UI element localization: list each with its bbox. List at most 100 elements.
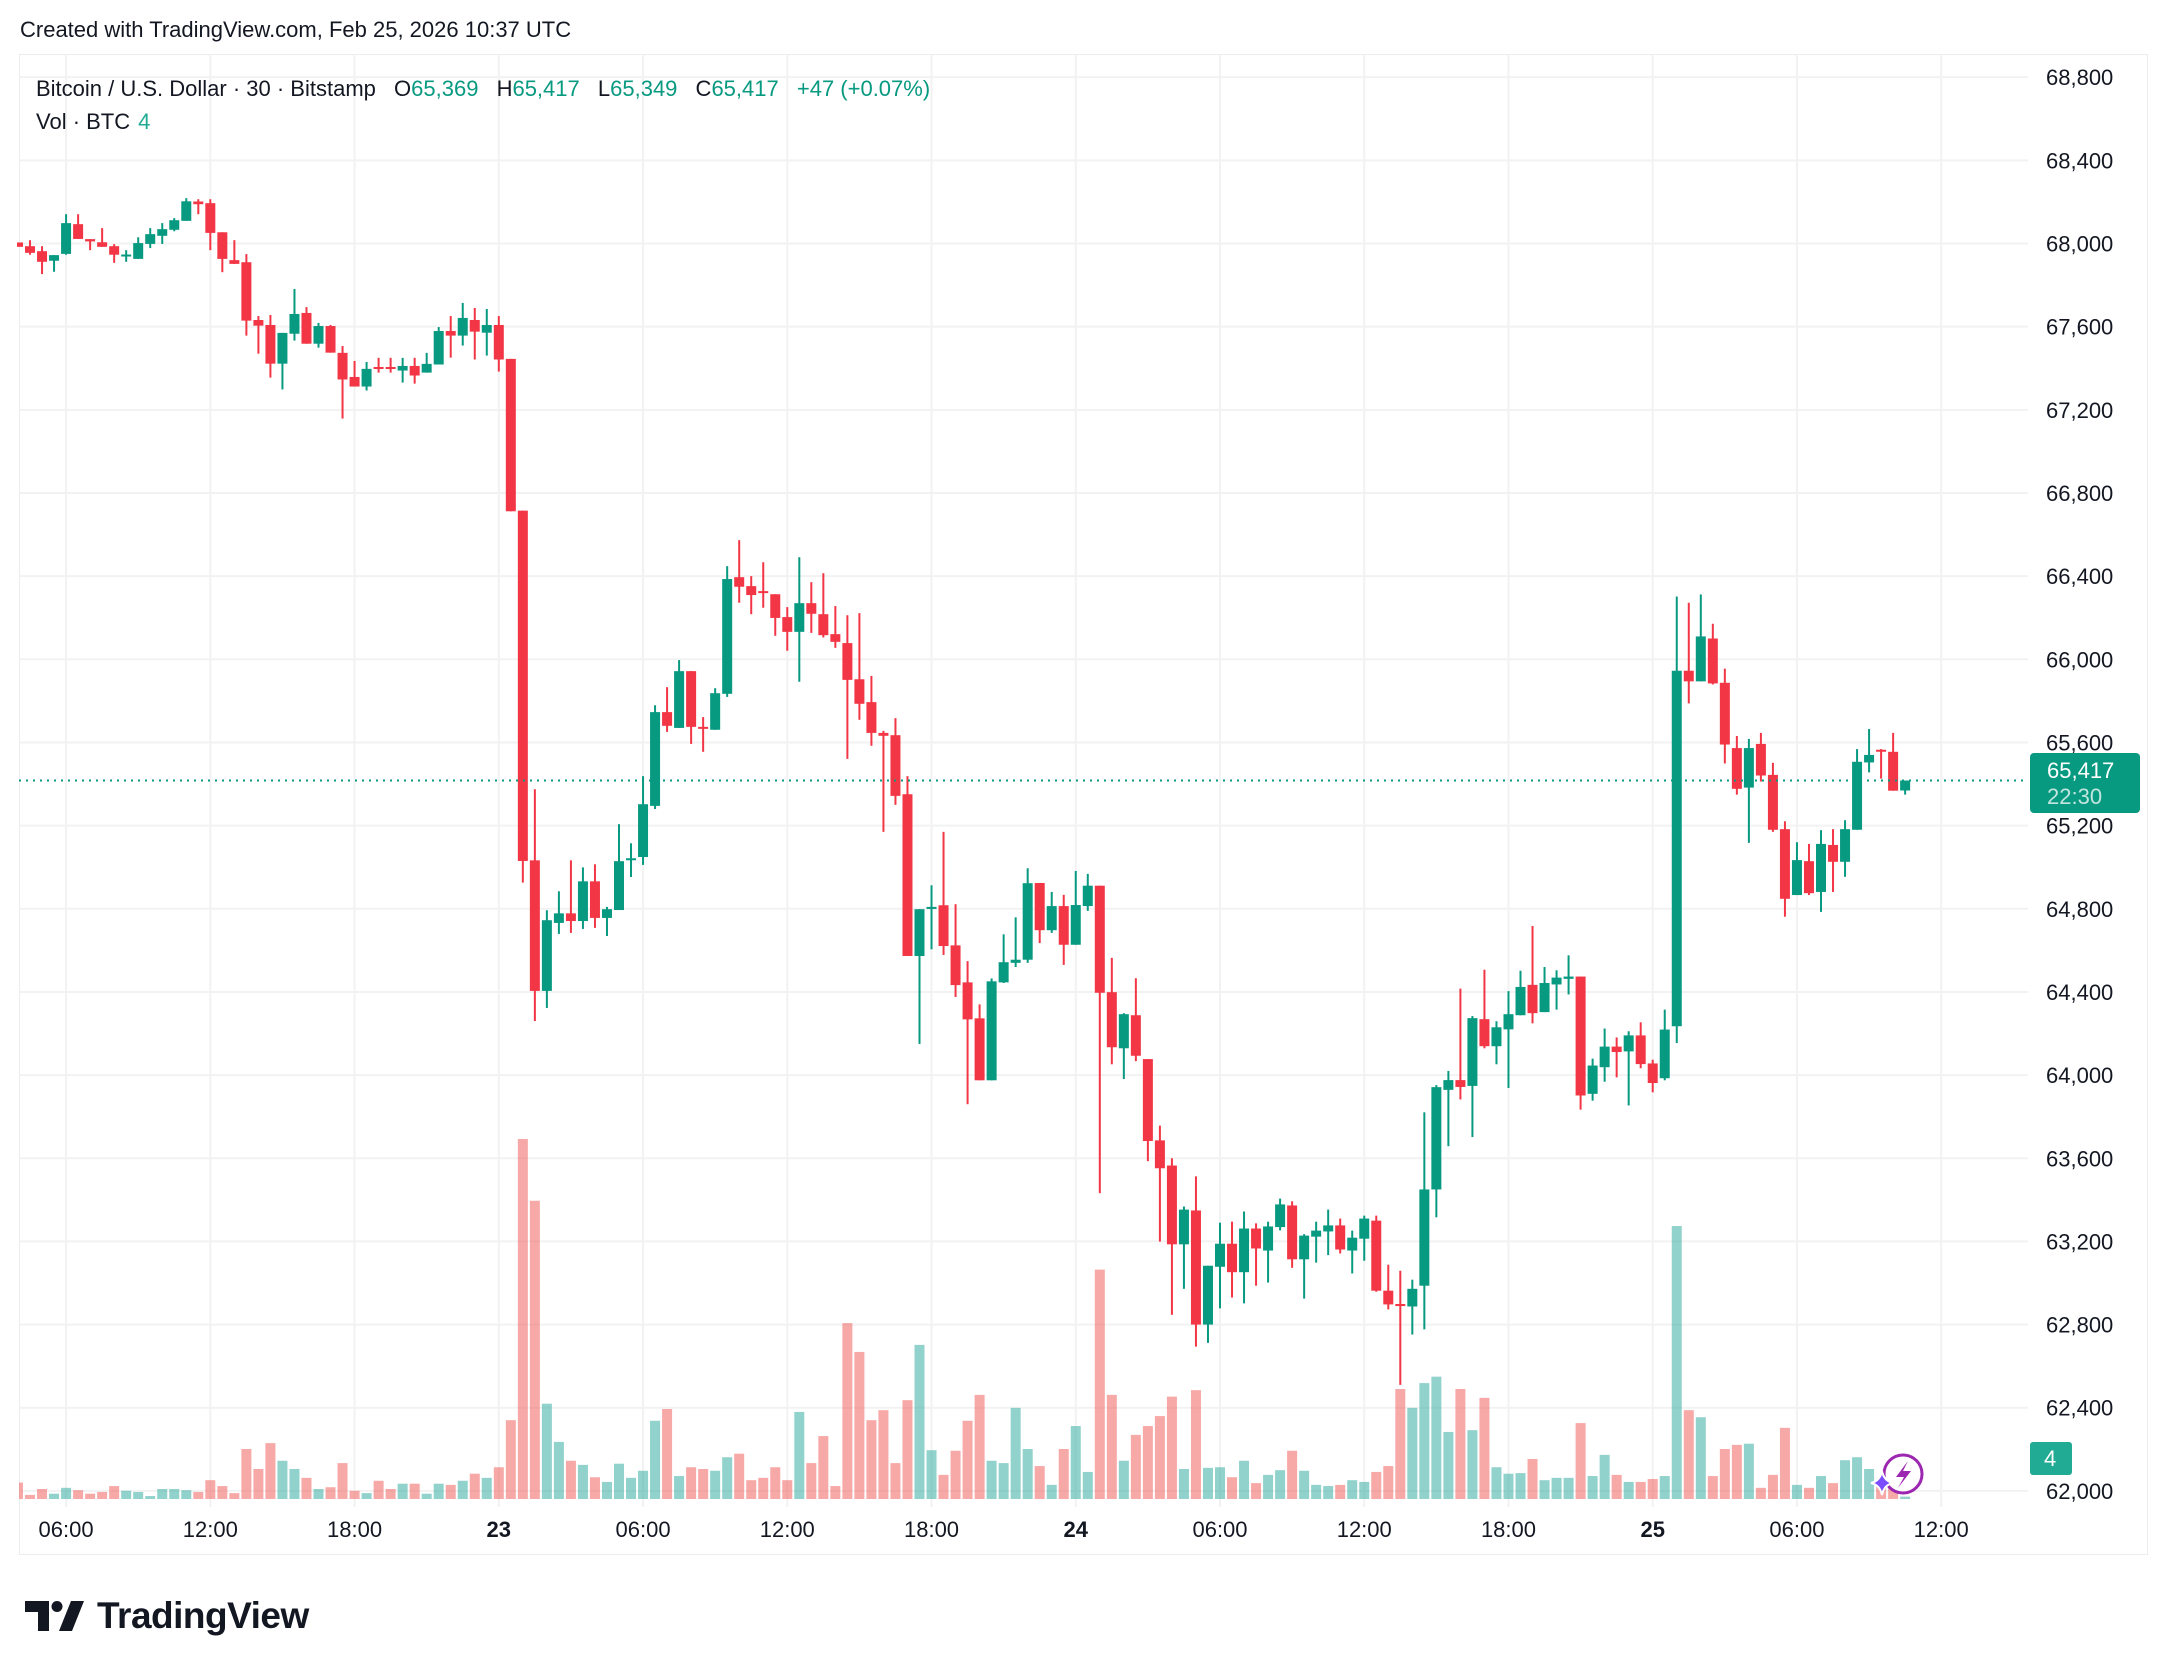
- candle: [1575, 976, 1586, 1110]
- candle-body: [1599, 1046, 1610, 1068]
- volume-bar: [49, 1493, 60, 1499]
- candle: [974, 1004, 985, 1081]
- open-label: O: [394, 76, 412, 101]
- candle-wick: [605, 906, 608, 937]
- candle: [1647, 1059, 1658, 1093]
- candle: [1419, 1112, 1430, 1330]
- volume-bar: [1888, 1488, 1899, 1499]
- volume-bar: [217, 1486, 228, 1499]
- candle: [758, 562, 769, 608]
- volume-bar: [1779, 1427, 1790, 1499]
- close-value: 65,417: [711, 76, 779, 101]
- candle-body: [998, 962, 1009, 983]
- low-value: 65,349: [610, 76, 678, 101]
- candle-wick: [89, 239, 92, 251]
- candle: [301, 307, 312, 344]
- volume-bar: [1900, 1496, 1911, 1499]
- candle-body: [1275, 1204, 1286, 1228]
- ai-lightning-icon[interactable]: [1870, 1453, 1924, 1496]
- candle-body: [1719, 682, 1730, 745]
- candle-body: [1647, 1063, 1658, 1084]
- volume-bar: [193, 1491, 204, 1499]
- price-tick-label: 63,600: [2046, 1146, 2113, 1171]
- candle-body: [1070, 905, 1081, 945]
- volume-bar: [1371, 1471, 1382, 1499]
- volume-bar: [710, 1470, 721, 1499]
- candle: [397, 357, 408, 383]
- volume-bar: [1142, 1426, 1153, 1499]
- volume-bar: [1287, 1450, 1298, 1499]
- candle-wick: [1687, 602, 1690, 704]
- candle-wick: [1615, 1037, 1618, 1078]
- volume-bar: [974, 1394, 985, 1499]
- time-axis[interactable]: 06:00 12:00 18:00 23 06:00 12:00 18:00 24 06:00 1…: [39, 1517, 1969, 1542]
- volume-bar: [878, 1410, 889, 1499]
- candle: [361, 362, 372, 391]
- candle-body: [926, 906, 937, 909]
- candle-wick: [1627, 1031, 1630, 1106]
- volume-bar: [145, 1496, 156, 1499]
- candle: [890, 718, 901, 805]
- candle-body: [145, 234, 156, 244]
- candle-body: [1323, 1225, 1334, 1232]
- candle: [1275, 1198, 1286, 1231]
- candle: [1840, 820, 1851, 877]
- price-tick-label: 66,000: [2046, 647, 2113, 672]
- last-price-badge: 65,417 22:30: [2030, 753, 2140, 813]
- candle-body: [1130, 1015, 1141, 1056]
- candle-body: [758, 591, 769, 594]
- candle: [1743, 738, 1754, 843]
- candle-body: [325, 326, 336, 353]
- candle: [878, 730, 889, 832]
- symbol-title[interactable]: Bitcoin / U.S. Dollar · 30 · Bitstamp: [36, 76, 376, 101]
- volume-bar: [758, 1477, 769, 1499]
- candle: [1443, 1070, 1454, 1147]
- candle: [1876, 749, 1887, 779]
- volume-bar: [1190, 1390, 1201, 1499]
- price-axis[interactable]: 68,800 68,400 68,000 67,600 67,200 66,800 66,4…: [2046, 65, 2113, 1504]
- volume-bar: [265, 1443, 276, 1499]
- candle: [601, 906, 612, 937]
- volume-bar: [1275, 1470, 1286, 1499]
- volume-bar: [157, 1489, 168, 1499]
- candle: [1828, 829, 1839, 892]
- tradingview-logo[interactable]: TradingView: [25, 1595, 309, 1636]
- candle: [17, 242, 23, 247]
- candle-body: [1251, 1228, 1262, 1249]
- volume-bar: [469, 1473, 480, 1499]
- candle-wick: [389, 357, 392, 373]
- candle: [1154, 1125, 1165, 1242]
- volume-bar: [1202, 1467, 1213, 1499]
- price-tick-label: 66,800: [2046, 481, 2113, 506]
- candle: [313, 322, 324, 348]
- candle-body: [878, 732, 889, 736]
- candle-body: [710, 693, 721, 730]
- candle-body: [1347, 1237, 1358, 1251]
- candle-body: [1166, 1165, 1177, 1245]
- volume-bar: [517, 1139, 528, 1499]
- volume-bar: [109, 1486, 120, 1499]
- volume-bar: [926, 1450, 937, 1499]
- candle-body: [818, 614, 829, 636]
- candle-body: [1467, 1018, 1478, 1086]
- volume-bar: [986, 1460, 997, 1499]
- candle-body: [1803, 861, 1814, 894]
- candle-body: [25, 246, 36, 253]
- volume-bar: [1623, 1481, 1634, 1499]
- candle-wick: [822, 573, 825, 638]
- candle: [1070, 870, 1081, 945]
- candle-body: [529, 860, 540, 991]
- volume-bar: [325, 1487, 336, 1499]
- candle-body: [662, 712, 673, 726]
- candle: [1251, 1223, 1262, 1286]
- candle: [998, 934, 1009, 984]
- candle-body: [1215, 1243, 1225, 1267]
- volume-bar: [181, 1490, 192, 1499]
- price-tick-label: 64,400: [2046, 980, 2113, 1005]
- candle-wick: [101, 228, 104, 247]
- watermark-text: Created with TradingView.com, Feb 25, 20…: [20, 17, 572, 42]
- volume-title[interactable]: Vol · BTC: [36, 109, 131, 134]
- volume-bar: [1395, 1389, 1406, 1499]
- candle: [830, 606, 841, 648]
